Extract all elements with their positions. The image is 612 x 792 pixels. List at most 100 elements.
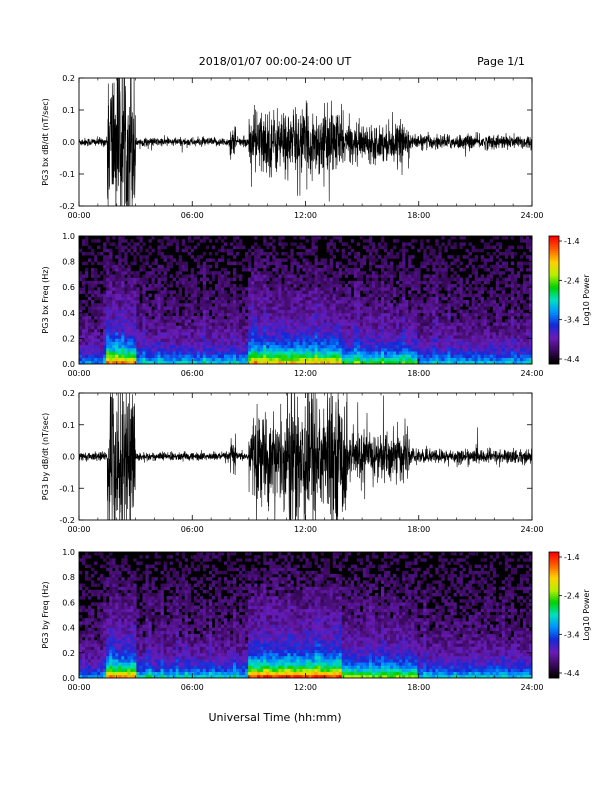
spectrogram-cell bbox=[208, 280, 213, 285]
spectrogram-cell bbox=[133, 242, 137, 246]
spectrogram-cell bbox=[106, 293, 110, 298]
spectrogram-cell bbox=[251, 245, 255, 250]
spectrogram-cell bbox=[299, 348, 303, 352]
spectrogram-cell bbox=[109, 296, 113, 301]
spectrogram-cell bbox=[130, 312, 134, 317]
spectrogram-cell bbox=[465, 332, 469, 336]
spectrogram-cell bbox=[196, 236, 201, 240]
spectrogram-cell bbox=[278, 332, 282, 336]
spectrogram-cell bbox=[118, 328, 122, 333]
spectrogram-cell bbox=[365, 348, 370, 352]
spectrogram-cell bbox=[411, 255, 415, 259]
spectrogram-cell bbox=[217, 296, 222, 301]
spectrogram-cell bbox=[420, 239, 424, 243]
spectrogram-cell bbox=[347, 252, 352, 256]
spectrogram-cell bbox=[133, 296, 137, 301]
spectrogram-cell bbox=[230, 325, 234, 330]
spectrogram-cell bbox=[323, 300, 327, 304]
spectrogram-cell bbox=[263, 258, 267, 262]
spectrogram-cell bbox=[326, 303, 330, 307]
spectrogram-cell bbox=[414, 338, 418, 342]
spectrogram-cell bbox=[486, 280, 491, 285]
spectrogram-cell bbox=[112, 290, 116, 294]
spectrogram-cell bbox=[365, 354, 370, 358]
spectrogram-cell bbox=[103, 316, 107, 320]
spectrogram-cell bbox=[269, 284, 273, 288]
spectrogram-cell bbox=[438, 300, 442, 304]
spectrogram-cell bbox=[233, 344, 237, 349]
spectrogram-cell bbox=[103, 268, 107, 272]
spectrogram-cell bbox=[516, 271, 521, 275]
spectrogram-cell bbox=[381, 287, 385, 291]
spectrogram-cell bbox=[323, 280, 327, 285]
spectrogram-cell bbox=[462, 319, 466, 323]
spectrogram-cell bbox=[308, 332, 312, 336]
spectrogram-cell bbox=[103, 360, 107, 364]
spectrogram-cell bbox=[139, 360, 143, 364]
spectrogram-cell bbox=[495, 277, 500, 282]
spectrogram-cell bbox=[233, 328, 237, 333]
spectrogram-cell bbox=[136, 325, 140, 330]
spectrogram-cell bbox=[504, 354, 509, 358]
spectrogram-cell bbox=[239, 332, 243, 336]
spectrogram-cell bbox=[456, 300, 460, 304]
spectrogram-cell bbox=[423, 344, 427, 349]
spectrogram-cell bbox=[245, 312, 249, 317]
spectrogram-cell bbox=[411, 357, 415, 362]
spectrogram-cell bbox=[426, 239, 430, 243]
spectrogram-cell bbox=[450, 245, 454, 250]
spectrogram-cell bbox=[145, 277, 149, 282]
spectrogram-cell bbox=[344, 271, 349, 275]
spectrogram-cell bbox=[106, 277, 110, 282]
spectrogram-cell bbox=[338, 306, 343, 310]
spectrogram-cell bbox=[432, 252, 436, 256]
spectrogram-cell bbox=[278, 309, 282, 314]
spectrogram-cell bbox=[411, 309, 415, 314]
spectrogram-cell bbox=[353, 284, 358, 288]
spectrogram-cell bbox=[456, 332, 460, 336]
spectrogram-cell bbox=[239, 261, 243, 266]
spectrogram-cell bbox=[447, 293, 451, 298]
spectrogram-cell bbox=[208, 348, 213, 352]
spectrogram-cell bbox=[371, 280, 376, 285]
spectrogram-cell bbox=[371, 245, 376, 250]
spectrogram-cell bbox=[260, 357, 264, 362]
spectrogram-cell bbox=[519, 309, 524, 314]
spectrogram-cell bbox=[251, 303, 255, 307]
spectrogram-cell bbox=[254, 261, 258, 266]
spectrogram-cell bbox=[163, 280, 167, 285]
spectrogram-cell bbox=[106, 300, 110, 304]
spectrogram-cell bbox=[106, 338, 110, 342]
spectrogram-cell bbox=[323, 348, 327, 352]
spectrogram-cell bbox=[115, 351, 119, 355]
spectrogram-cell bbox=[405, 351, 409, 355]
spectrogram-cell bbox=[103, 348, 107, 352]
spectrogram-cell bbox=[302, 236, 306, 240]
spectrogram-cell bbox=[196, 332, 201, 336]
spectrogram-cell bbox=[169, 312, 173, 317]
spectrogram-cell bbox=[202, 335, 207, 339]
spectrogram-cell bbox=[214, 261, 219, 266]
spectrogram-cell bbox=[296, 354, 300, 358]
spectrogram-cell bbox=[299, 255, 303, 259]
spectrogram-cell bbox=[302, 328, 306, 333]
spectrogram-cell bbox=[426, 245, 430, 250]
spectrogram-cell bbox=[248, 264, 252, 269]
spectrogram-cell bbox=[465, 341, 469, 346]
spectrogram-cell bbox=[377, 344, 382, 349]
spectrogram-cell bbox=[187, 348, 192, 352]
spectrogram-cell bbox=[133, 284, 137, 288]
spectrogram-cell bbox=[142, 322, 146, 326]
spectrogram-cell bbox=[172, 316, 176, 320]
spectrogram-cell bbox=[384, 306, 388, 310]
spectrogram-cell bbox=[525, 332, 530, 336]
spectrogram-cell bbox=[353, 306, 358, 310]
spectrogram-cell bbox=[251, 271, 255, 275]
spectrogram-cell bbox=[145, 248, 149, 253]
spectrogram-cell bbox=[178, 287, 182, 291]
spectrogram-cell bbox=[121, 354, 125, 358]
spectrogram-cell bbox=[103, 280, 107, 285]
spectrogram-cell bbox=[429, 309, 433, 314]
spectrogram-cell bbox=[477, 287, 481, 291]
spectrogram-cell bbox=[106, 239, 110, 243]
